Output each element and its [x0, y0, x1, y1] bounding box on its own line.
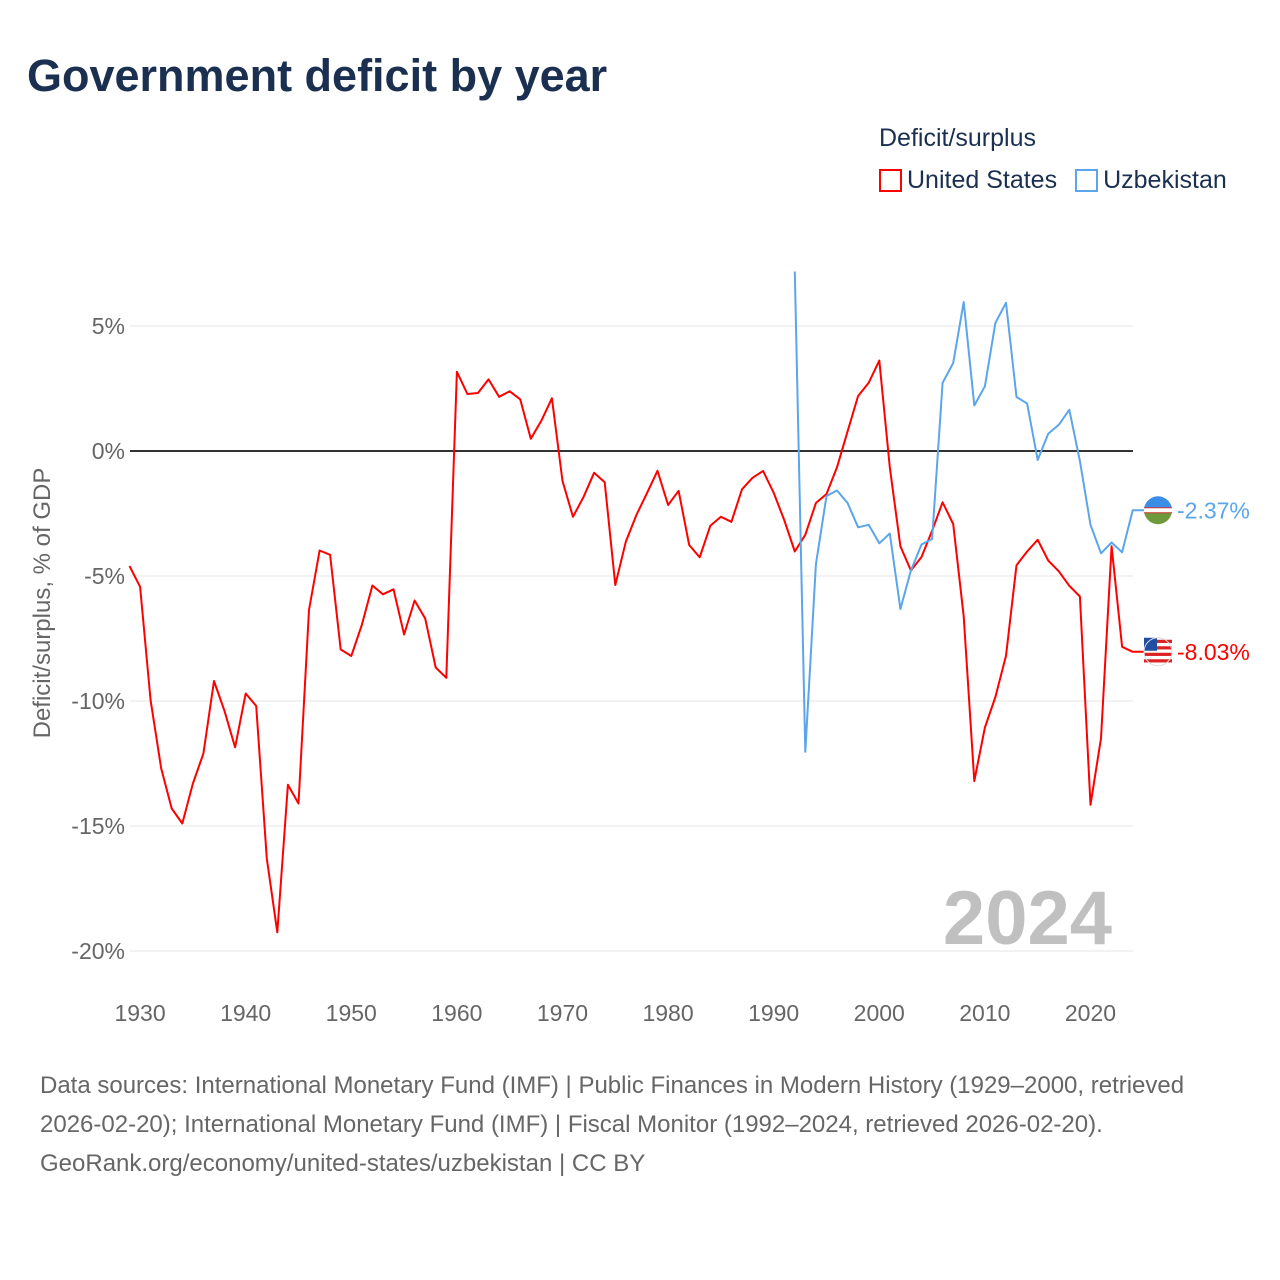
- x-tick-label: 1990: [748, 1000, 799, 1026]
- legend: United States Uzbekistan: [879, 166, 1227, 195]
- source-link[interactable]: GeoRank.org/economy/united-states/uzbeki…: [40, 1150, 646, 1177]
- uzbekistan-flag-icon: [1144, 496, 1172, 525]
- legend-item-uzbekistan[interactable]: Uzbekistan: [1075, 166, 1227, 195]
- end-value-label: -2.37%: [1177, 497, 1250, 523]
- flag-canton: [1144, 637, 1157, 651]
- x-tick-label: 1930: [114, 1000, 165, 1026]
- x-tick-label: 1970: [537, 1000, 588, 1026]
- chart-title: Government deficit by year: [27, 50, 608, 101]
- end-value-label: -8.03%: [1177, 639, 1250, 665]
- us-flag-icon: [1143, 637, 1173, 667]
- x-tick-label: 1940: [220, 1000, 271, 1026]
- flag-stripe: [1144, 652, 1172, 656]
- y-tick-label: -5%: [84, 563, 125, 589]
- x-tick-label: 2010: [959, 1000, 1010, 1026]
- y-tick-label: 5%: [92, 313, 125, 339]
- legend-label: Uzbekistan: [1103, 166, 1227, 194]
- x-tick-label: 1950: [326, 1000, 377, 1026]
- flag-top: [1144, 496, 1172, 511]
- footer: Data sources: International Monetary Fun…: [40, 1066, 1240, 1183]
- y-axis-label: Deficit/surplus, % of GDP: [29, 468, 56, 739]
- flag-band: [1144, 507, 1172, 513]
- legend-label: United States: [907, 166, 1058, 194]
- x-tick-label: 1960: [431, 1000, 482, 1026]
- flag-stripe: [1144, 639, 1172, 643]
- legend-title: Deficit/surplus: [879, 124, 1036, 152]
- data-sources: Data sources: International Monetary Fun…: [40, 1072, 1185, 1138]
- flag-border: [1143, 637, 1173, 667]
- series-line-united-states: [128, 359, 1147, 934]
- x-tick-label: 2000: [854, 1000, 905, 1026]
- y-tick-label: -10%: [71, 688, 125, 714]
- year-watermark: 2024: [943, 876, 1112, 961]
- flag-stripe: [1144, 646, 1172, 650]
- legend-swatch-united-states: [879, 169, 902, 192]
- legend-item-united-states[interactable]: United States: [879, 166, 1057, 195]
- y-tick-label: -20%: [71, 938, 125, 964]
- legend-swatch-uzbekistan: [1075, 169, 1099, 192]
- y-tick-label: 0%: [92, 438, 125, 464]
- flag-stripe: [1144, 659, 1172, 663]
- y-tick-label: -15%: [71, 813, 125, 839]
- series-line-uzbekistan: [793, 271, 1147, 753]
- x-tick-label: 2020: [1065, 1000, 1116, 1026]
- flag-bottom: [1144, 510, 1172, 525]
- x-tick-label: 1980: [642, 1000, 693, 1026]
